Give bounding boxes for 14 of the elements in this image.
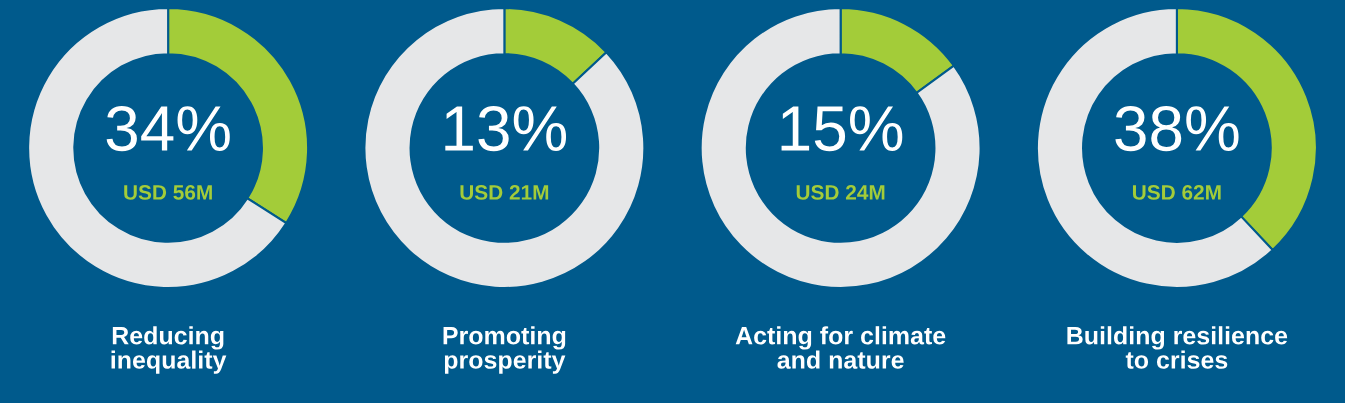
text: Building resilience to crises bbox=[1067, 326, 1288, 369]
text: Acting for climate and nature bbox=[735, 326, 946, 369]
text: USD 24M bbox=[796, 185, 885, 200]
donut-slice bbox=[363, 6, 646, 290]
text: Promoting prosperity bbox=[443, 326, 566, 374]
text: 38% bbox=[1115, 105, 1239, 152]
text: 34% bbox=[106, 105, 230, 152]
donut-slice bbox=[699, 6, 982, 290]
text: 15% bbox=[781, 106, 903, 152]
text: 13% bbox=[445, 105, 567, 152]
text: USD 21M bbox=[460, 185, 549, 200]
text: Reducing inequality bbox=[111, 326, 227, 374]
text: USD 56M bbox=[124, 185, 212, 200]
text: USD 62M bbox=[1132, 185, 1221, 200]
